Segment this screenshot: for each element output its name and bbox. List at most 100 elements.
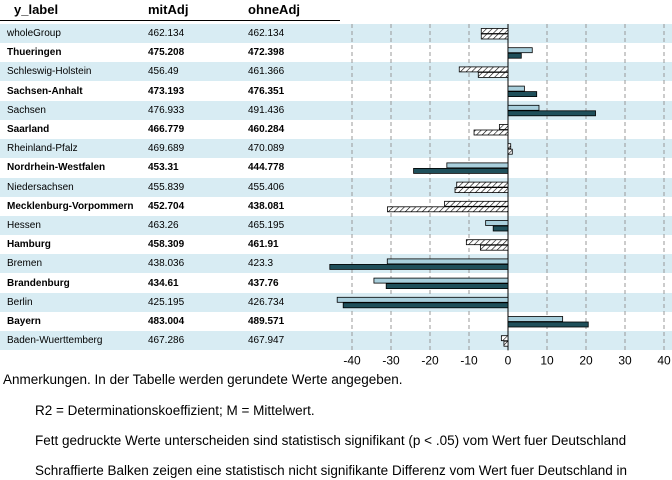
row-label: wholeGroup	[7, 28, 61, 39]
table-row: Sachsen-Anhalt 473.193 476.351	[0, 82, 672, 101]
bar-ohneadj	[479, 244, 509, 251]
row-ohneadj-value: 491.436	[248, 104, 285, 116]
table-row: Rheinland-Pfalz 469.689 470.089	[0, 139, 672, 159]
row-ohneadj-value: 465.195	[248, 220, 285, 231]
bar-ohneadj	[507, 91, 538, 97]
bar-ohneadj	[473, 129, 509, 136]
bar-ohneadj	[342, 302, 509, 309]
x-tick-label: 10	[540, 353, 554, 367]
bar-mitadj	[458, 66, 509, 73]
row-ohneadj-value: 489.571	[248, 316, 285, 327]
bar-mitadj	[456, 181, 509, 188]
row-label: Niedersachsen	[7, 181, 74, 193]
x-tick-label: 30	[618, 353, 632, 367]
bar-ohneadj	[503, 340, 509, 347]
row-mitadj-value: 452.704	[148, 200, 185, 212]
row-ohneadj-value: 438.081	[248, 200, 285, 212]
row-label: Hamburg	[7, 239, 51, 251]
bar-mitadj	[444, 200, 509, 207]
bar-ohneadj	[454, 187, 509, 194]
row-mitadj-value: 458.309	[148, 239, 185, 251]
table-row: Bayern 483.004 489.571	[0, 312, 672, 331]
row-label: Brandenburg	[7, 277, 70, 289]
row-label: Sachsen-Anhalt	[7, 85, 83, 97]
row-label: Hessen	[7, 220, 41, 231]
row-ohneadj-value: 476.351	[248, 85, 285, 97]
row-mitadj-value: 453.31	[148, 162, 179, 174]
row-mitadj-value: 466.779	[148, 124, 185, 135]
bar-ohneadj	[413, 167, 509, 174]
bar-mitadj	[507, 104, 540, 111]
row-ohneadj-value: 460.284	[248, 124, 285, 135]
header-divider	[0, 20, 340, 21]
row-mitadj-value: 483.004	[148, 316, 185, 327]
bar-mitadj	[498, 124, 509, 130]
bar-ohneadj	[507, 321, 589, 328]
bar-mitadj	[485, 220, 509, 226]
row-mitadj-value: 463.26	[148, 220, 179, 231]
bar-ohneadj	[507, 110, 596, 117]
bar-mitadj	[336, 296, 509, 303]
row-mitadj-value: 475.208	[148, 47, 185, 59]
bar-ohneadj	[329, 263, 509, 270]
x-tick-label: -30	[382, 353, 400, 367]
row-mitadj-value: 438.036	[148, 258, 185, 270]
row-label: Mecklenburg-Vorpommern	[7, 200, 134, 212]
bar-ohneadj	[387, 206, 509, 213]
row-label: Rheinland-Pfalz	[7, 143, 78, 155]
row-mitadj-value: 462.134	[148, 28, 185, 39]
row-label: Schleswig-Holstein	[7, 66, 92, 78]
x-tick-label: 40	[657, 353, 671, 367]
table-row: Brandenburg 434.61 437.76	[0, 274, 672, 293]
row-mitadj-value: 467.286	[148, 335, 185, 347]
row-mitadj-value: 455.839	[148, 181, 185, 193]
bar-mitadj	[465, 239, 509, 246]
row-ohneadj-value: 467.947	[248, 335, 285, 347]
row-ohneadj-value: 461.91	[248, 239, 279, 251]
row-mitadj-value: 456.49	[148, 66, 179, 78]
table-row: Mecklenburg-Vorpommern 452.704 438.081	[0, 197, 672, 216]
header-y-label: y_label	[14, 2, 59, 17]
bar-mitadj	[446, 162, 509, 169]
header-mitadj: mitAdj	[148, 2, 189, 17]
x-tick-label: -20	[421, 353, 439, 367]
row-label: Bremen	[7, 258, 43, 270]
row-mitadj-value: 473.193	[148, 85, 185, 97]
bar-mitadj	[507, 47, 533, 54]
table-row: Saarland 466.779 460.284	[0, 120, 672, 139]
row-ohneadj-value: 470.089	[248, 143, 285, 155]
bar-mitadj	[480, 28, 509, 34]
table-row: Hamburg 458.309 461.91	[0, 235, 672, 254]
bar-ohneadj	[480, 33, 509, 40]
header-ohneadj: ohneAdj	[248, 2, 300, 17]
bar-mitadj	[507, 85, 525, 92]
notes-heading: Anmerkungen. In der Tabelle werden gerun…	[3, 372, 403, 387]
bar-ohneadj	[492, 225, 509, 232]
bar-mitadj	[507, 316, 564, 322]
row-mitadj-value: 434.61	[148, 277, 179, 289]
bar-ohneadj	[507, 52, 522, 59]
row-ohneadj-value: 455.406	[248, 181, 285, 193]
row-label: Sachsen	[7, 104, 46, 116]
row-ohneadj-value: 462.134	[248, 28, 285, 39]
bar-mitadj	[507, 143, 512, 150]
x-tick-label: -40	[343, 353, 361, 367]
notes-line-3: Schraffierte Balken zeigen eine statisti…	[35, 463, 628, 478]
bar-mitadj	[500, 335, 509, 342]
row-mitadj-value: 469.689	[148, 143, 185, 155]
bar-ohneadj	[507, 148, 513, 155]
bar-ohneadj	[385, 283, 509, 290]
row-mitadj-value: 425.195	[148, 296, 185, 308]
row-label: Bayern	[7, 316, 41, 327]
row-label: Saarland	[7, 124, 50, 135]
table-row: Nordrhein-Westfalen 453.31 444.778	[0, 158, 672, 177]
x-tick-label: 20	[579, 353, 593, 367]
bar-ohneadj	[477, 72, 509, 78]
row-label: Nordrhein-Westfalen	[7, 162, 106, 174]
row-mitadj-value: 476.933	[148, 104, 185, 116]
notes-line-2: Fett gedruckte Werte unterscheiden sind …	[35, 433, 627, 448]
table-row: Thueringen 475.208 472.398	[0, 43, 672, 62]
row-ohneadj-value: 437.76	[248, 277, 279, 289]
row-ohneadj-value: 444.778	[248, 162, 285, 174]
bar-chart: -40 -30 -20 -10 0 10 20 30 40	[329, 24, 671, 367]
